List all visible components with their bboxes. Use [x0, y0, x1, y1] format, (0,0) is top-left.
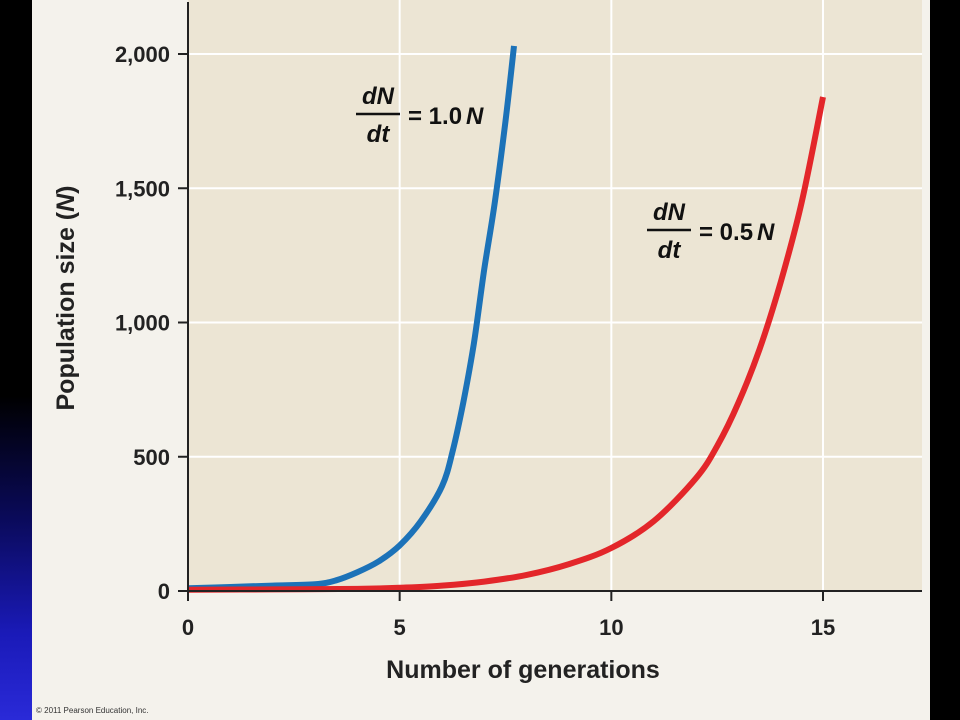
- population-growth-chart: 0 500 1,000 1,500 2,000 0 5 10 15 Number of gene…: [52, 0, 922, 684]
- series-label-blue: dN dt = 1.0 N: [356, 83, 484, 148]
- x-tick-label: 0: [182, 615, 194, 640]
- eq-blue-numerator: dN: [362, 83, 395, 110]
- axes: [178, 2, 922, 601]
- eq-red-numerator: dN: [653, 199, 686, 226]
- y-axis-label-close: ): [52, 185, 80, 193]
- eq-red-rhs: = 0.5 N: [699, 219, 775, 246]
- x-tick-label: 15: [811, 615, 835, 640]
- y-axis-label-text: Population size (: [52, 211, 80, 410]
- eq-blue-rhs-var: N: [466, 103, 484, 130]
- series-line-blue: [187, 45, 517, 592]
- x-tick-label: 10: [599, 615, 623, 640]
- eq-red-rhs-var: N: [757, 219, 775, 246]
- y-tick-label: 500: [133, 445, 170, 470]
- slide: 0 500 1,000 1,500 2,000 0 5 10 15 Number of gene…: [32, 0, 930, 720]
- y-axis-label: Population size (N): [52, 185, 80, 410]
- tick-labels: 0 500 1,000 1,500 2,000 0 5 10 15: [115, 42, 835, 640]
- slide-background-gradient: [0, 0, 32, 720]
- y-tick-label: 2,000: [115, 42, 170, 67]
- y-tick-label: 0: [158, 579, 170, 604]
- eq-red-rhs-value: = 0.5: [699, 219, 753, 246]
- eq-blue-denominator: dt: [367, 121, 391, 148]
- plot-area: [188, 0, 922, 591]
- eq-blue-rhs: = 1.0 N: [408, 103, 484, 130]
- y-axis-label-var: N: [52, 193, 80, 212]
- x-tick-label: 5: [394, 615, 406, 640]
- series-label-red: dN dt = 0.5 N: [647, 199, 775, 264]
- y-tick-label: 1,500: [115, 176, 170, 201]
- x-axis-label: Number of generations: [386, 656, 660, 684]
- y-tick-label: 1,000: [115, 311, 170, 336]
- series-line-red: [187, 96, 826, 593]
- eq-red-denominator: dt: [658, 237, 682, 264]
- copyright-notice: © 2011 Pearson Education, Inc.: [36, 706, 149, 715]
- eq-blue-rhs-value: = 1.0: [408, 103, 462, 130]
- series-layer: [187, 45, 826, 593]
